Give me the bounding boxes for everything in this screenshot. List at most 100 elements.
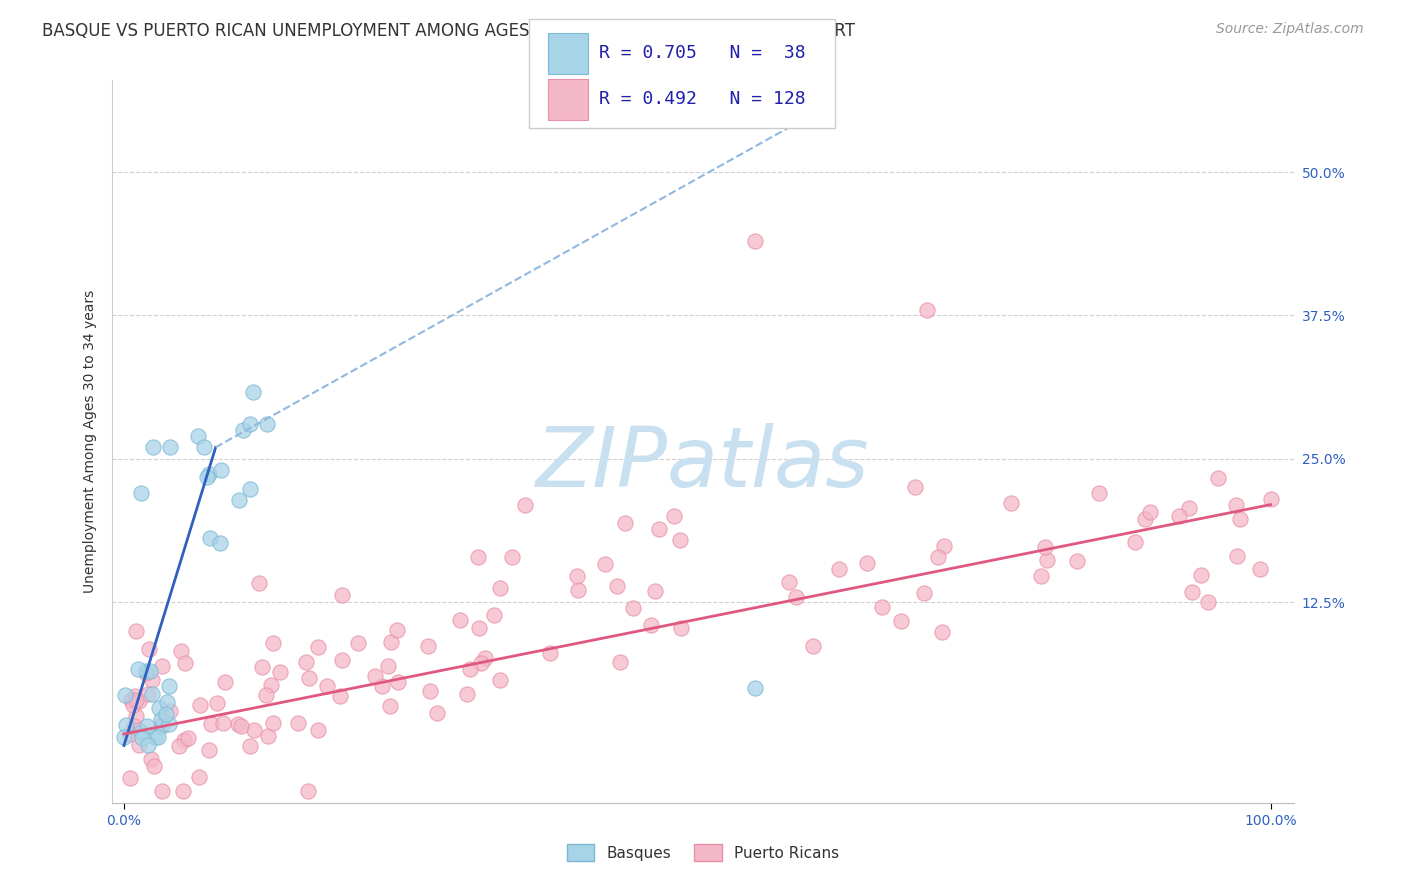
Point: [330, 588, 353, 602]
Point: [243, 723, 266, 738]
Point: [167, 739, 190, 754]
Point: [1181, 585, 1204, 599]
Point: [214, 674, 236, 689]
Point: [260, 677, 283, 691]
Point: [136, 738, 159, 752]
Point: [232, 423, 254, 437]
Point: [124, 689, 146, 703]
Point: [912, 585, 935, 599]
Point: [148, 700, 170, 714]
Point: [932, 539, 955, 553]
Point: [239, 739, 262, 754]
Point: [159, 704, 181, 718]
Point: [330, 653, 353, 667]
Point: [122, 718, 145, 732]
Point: [644, 583, 666, 598]
Point: [157, 679, 180, 693]
Point: [138, 642, 160, 657]
Point: [211, 715, 233, 730]
Point: [177, 731, 200, 745]
Point: [640, 618, 662, 632]
Point: [467, 550, 489, 565]
Point: [157, 717, 180, 731]
Point: [118, 727, 141, 741]
Point: [927, 549, 949, 564]
Point: [120, 693, 142, 707]
Point: [135, 664, 157, 678]
Point: [128, 694, 150, 708]
Text: Source: ZipAtlas.com: Source: ZipAtlas.com: [1216, 22, 1364, 37]
Point: [254, 688, 277, 702]
Point: [173, 733, 195, 747]
Text: R = 0.705   N =  38: R = 0.705 N = 38: [599, 44, 806, 62]
Point: [155, 706, 177, 721]
Point: [150, 712, 173, 726]
Point: [419, 684, 441, 698]
Point: [668, 533, 690, 548]
Point: [112, 730, 135, 744]
Point: [1189, 568, 1212, 582]
Point: [364, 669, 387, 683]
Point: [426, 706, 449, 720]
Point: [1229, 511, 1251, 525]
Text: R = 0.492   N = 128: R = 0.492 N = 128: [599, 90, 806, 108]
Point: [298, 671, 321, 685]
Point: [256, 417, 278, 432]
Point: [128, 723, 150, 738]
Point: [250, 659, 273, 673]
Point: [228, 492, 250, 507]
Point: [141, 687, 163, 701]
Point: [1139, 505, 1161, 519]
Point: [489, 673, 512, 687]
Point: [474, 650, 496, 665]
Point: [205, 697, 228, 711]
Point: [135, 666, 157, 681]
Text: ZIPatlas: ZIPatlas: [536, 423, 870, 504]
Point: [262, 715, 284, 730]
Point: [449, 613, 471, 627]
Point: [648, 522, 671, 536]
Y-axis label: Unemployment Among Ages 30 to 34 years: Unemployment Among Ages 30 to 34 years: [83, 290, 97, 593]
Point: [114, 688, 136, 702]
Point: [142, 440, 165, 454]
Point: [294, 656, 316, 670]
Point: [149, 718, 172, 732]
Point: [187, 429, 209, 443]
Point: [229, 719, 252, 733]
Point: [131, 731, 153, 746]
Point: [150, 784, 173, 798]
Point: [380, 635, 402, 649]
Point: [142, 758, 165, 772]
Point: [209, 463, 232, 477]
Point: [621, 601, 644, 615]
Point: [307, 723, 329, 738]
Point: [785, 590, 807, 604]
Point: [128, 738, 150, 752]
Point: [187, 770, 209, 784]
Point: [1066, 554, 1088, 568]
Point: [870, 600, 893, 615]
Point: [148, 730, 170, 744]
Point: [200, 717, 222, 731]
Point: [931, 625, 953, 640]
Point: [200, 531, 222, 545]
Point: [173, 656, 195, 670]
Point: [150, 719, 173, 733]
Point: [1033, 540, 1056, 554]
Point: [1197, 594, 1219, 608]
Point: [1208, 471, 1230, 485]
Point: [1000, 496, 1022, 510]
Point: [470, 657, 492, 671]
Point: [239, 417, 262, 432]
Point: [744, 234, 766, 248]
Point: [129, 725, 152, 739]
Point: [198, 467, 221, 482]
Point: [385, 624, 408, 638]
Point: [515, 498, 537, 512]
Point: [139, 752, 162, 766]
Point: [172, 784, 194, 798]
Point: [828, 562, 851, 576]
Point: [456, 687, 478, 701]
Point: [378, 699, 401, 714]
Point: [297, 784, 319, 798]
